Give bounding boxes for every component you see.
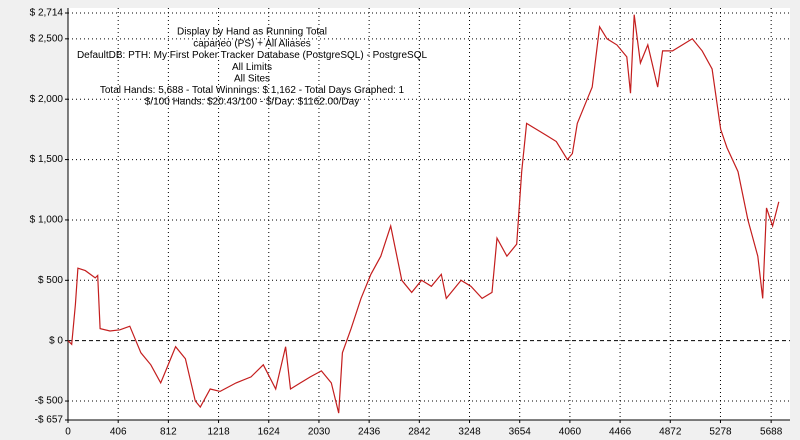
x-tick-label: 5278 (709, 427, 732, 438)
subtitle-line: All Limits (232, 62, 272, 73)
subtitle-line: Total Hands: 5,688 - Total Winnings: $ 1… (100, 85, 405, 96)
subtitle-line: $/100 Hands: $20.43/100 - $/Day: $1162.0… (145, 97, 359, 108)
x-tick-label: 406 (110, 427, 127, 438)
x-tick-label: 2436 (358, 427, 381, 438)
y-tick-label: $ 0 (49, 335, 63, 346)
x-tick-label: 5688 (760, 427, 783, 438)
subtitle-line: All Sites (234, 73, 270, 84)
y-tick-label: $ 2,000 (30, 94, 64, 105)
y-tick-label: $ 500 (38, 275, 63, 286)
data-line (67, 14, 780, 414)
y-tick-label: -$ 500 (35, 396, 64, 407)
x-tick-label: 0 (65, 427, 71, 438)
x-tick-label: 2030 (308, 427, 331, 438)
x-tick-label: 2842 (408, 427, 431, 438)
x-tick-label: 4872 (659, 427, 682, 438)
x-tick-label: 3654 (509, 427, 532, 438)
x-tick-label: 4466 (609, 427, 632, 438)
y-tick-label: $ 1,500 (30, 154, 64, 165)
y-tick-label: $ 2,714 (30, 8, 64, 19)
chart-title: Display by Hand as Running Total (177, 27, 327, 38)
x-tick-label: 3248 (458, 427, 481, 438)
y-tick-label: $ 1,000 (30, 215, 64, 226)
subtitle-line: capaneo (PS) + All Aliases (193, 39, 311, 50)
y-tick-label: -$ 657 (35, 415, 64, 426)
subtitle-line: DefaultDB: PTH: My First Poker Tracker D… (77, 50, 428, 61)
plot-area (68, 8, 790, 420)
x-tick-label: 4060 (559, 427, 582, 438)
x-tick-label: 1218 (207, 427, 230, 438)
y-tick-label: $ 2,500 (30, 33, 64, 44)
x-tick-label: 812 (160, 427, 177, 438)
x-tick-label: 1624 (258, 427, 281, 438)
